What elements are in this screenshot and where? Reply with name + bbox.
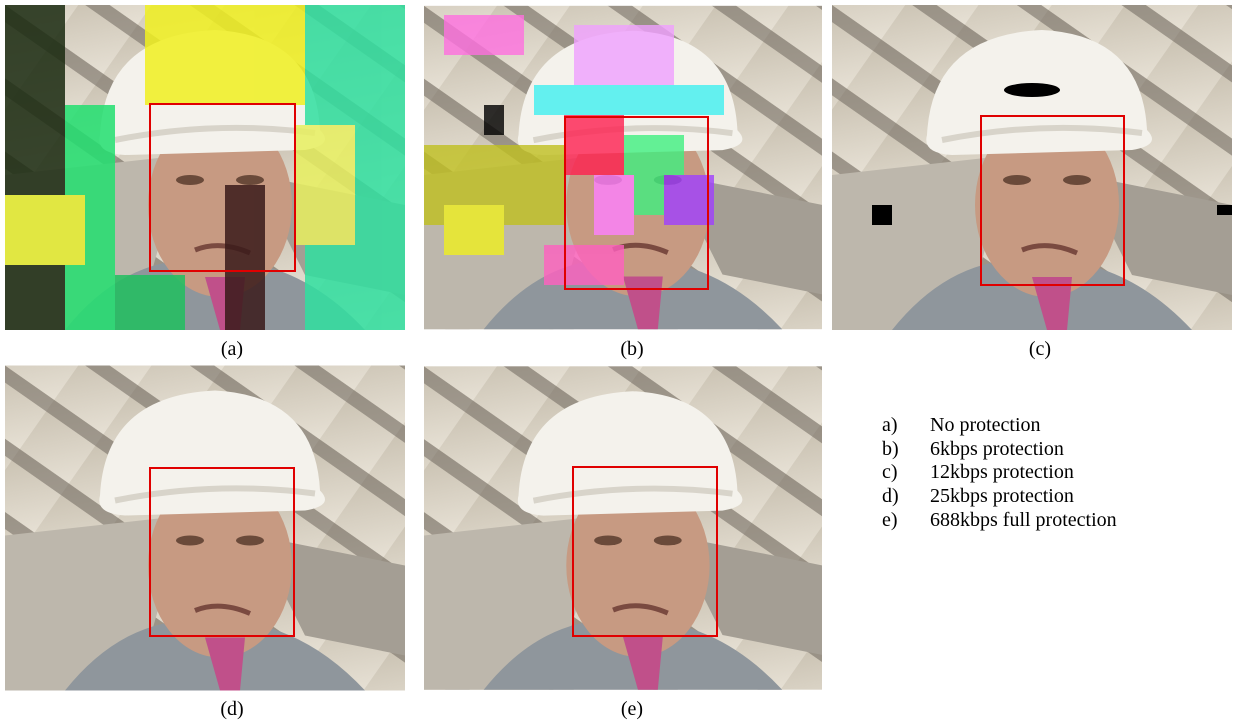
legend-item: d) 25kbps protection: [882, 485, 1117, 509]
legend-key: b): [882, 437, 899, 460]
legend-text: 6kbps protection: [930, 437, 1064, 460]
caption: (b): [620, 338, 644, 360]
legend-text: No protection: [930, 414, 1041, 436]
image-d: [5, 363, 405, 693]
image-c: [832, 5, 1232, 330]
image-b: [424, 5, 822, 330]
legend-text: 688kbps full protection: [930, 508, 1117, 531]
legend-item: c) 12kbps protection: [882, 461, 1117, 485]
legend-key: a): [882, 414, 898, 436]
caption: (e): [620, 698, 644, 720]
legend: a) No protection b) 6kbps protection c) 12kbp…: [882, 414, 1117, 533]
legend-key: e): [882, 508, 898, 531]
caption: (c): [1028, 338, 1052, 360]
legend-item: b) 6kbps protection: [882, 438, 1117, 462]
legend-item: a) No protection: [882, 414, 1117, 438]
image-e: [424, 363, 822, 693]
legend-text: 12kbps protection: [930, 461, 1074, 484]
legend-item: e) 688kbps full protection: [882, 509, 1117, 533]
image-a: [5, 5, 405, 330]
legend-key: c): [882, 461, 898, 484]
caption: (d): [220, 698, 244, 720]
legend-key: d): [882, 485, 899, 508]
caption: (a): [220, 338, 244, 360]
legend-text: 25kbps protection: [930, 485, 1074, 508]
